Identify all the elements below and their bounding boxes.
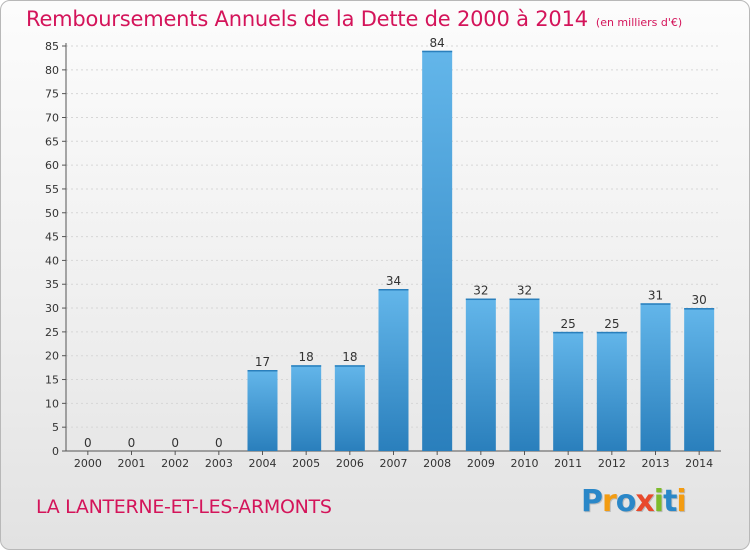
bar-top-edge <box>640 303 671 305</box>
x-tick-label: 2014 <box>685 457 713 470</box>
bar-top-edge <box>553 331 584 334</box>
logo-letter: P <box>581 484 603 519</box>
x-tick-label: 2012 <box>598 457 626 470</box>
data-label: 30 <box>692 293 707 307</box>
data-label: 0 <box>128 436 136 450</box>
data-label: 18 <box>299 350 314 364</box>
data-label: 25 <box>604 317 619 331</box>
data-label: 32 <box>517 284 532 298</box>
bar-top-edge <box>465 298 496 301</box>
data-label: 17 <box>255 355 270 369</box>
commune-name: LA LANTERNE-ET-LES-ARMONTS <box>36 496 332 518</box>
x-tick-label: 2006 <box>336 457 364 470</box>
bar <box>378 289 409 451</box>
x-tick-label: 2002 <box>161 457 189 470</box>
y-tick-label: 0 <box>52 445 59 458</box>
y-tick-label: 60 <box>45 159 59 172</box>
chart-title: Remboursements Annuels de la Dette de 20… <box>26 7 682 31</box>
bar <box>596 331 627 451</box>
logo-letter: t <box>663 484 677 519</box>
logo-letter: i <box>653 484 664 519</box>
bar <box>553 331 584 451</box>
x-tick-label: 2005 <box>292 457 320 470</box>
y-tick-label: 75 <box>45 88 59 101</box>
logo-letter: o <box>615 484 637 519</box>
bar-top-edge <box>291 365 322 367</box>
x-tick-label: 2010 <box>511 457 539 470</box>
data-label: 84 <box>430 36 445 50</box>
logo-letter: r <box>602 484 617 519</box>
x-tick-label: 2007 <box>380 457 408 470</box>
x-tick-label: 2009 <box>467 457 495 470</box>
logo-letter: i <box>676 484 686 519</box>
x-tick-label: 2004 <box>249 457 277 470</box>
y-tick-label: 45 <box>45 231 59 244</box>
y-tick-label: 80 <box>45 64 59 77</box>
y-tick-label: 20 <box>45 350 59 363</box>
data-label: 0 <box>84 436 92 450</box>
bar <box>684 308 715 451</box>
y-tick-label: 5 <box>52 421 59 434</box>
bar <box>334 365 365 451</box>
data-label: 31 <box>648 288 663 302</box>
y-tick-label: 85 <box>45 40 59 53</box>
bar-top-edge <box>334 365 365 367</box>
x-tick-label: 2000 <box>74 457 102 470</box>
bar-top-edge <box>509 298 540 301</box>
y-tick-label: 70 <box>45 111 59 124</box>
x-tick-label: 2011 <box>554 457 582 470</box>
data-label: 0 <box>215 436 223 450</box>
y-tick-label: 35 <box>45 278 59 291</box>
chart-unit: (en milliers d'€) <box>595 16 683 29</box>
x-tick-label: 2008 <box>423 457 451 470</box>
bar-top-edge <box>422 50 453 53</box>
y-tick-label: 55 <box>45 183 59 196</box>
bar <box>509 298 540 451</box>
proxiti-logo: Proxiti <box>581 484 687 519</box>
chart-title-text: Remboursements Annuels de la Dette de 20… <box>26 7 588 31</box>
bar-top-edge <box>247 370 278 372</box>
x-tick-label: 2001 <box>118 457 146 470</box>
y-tick-label: 10 <box>45 397 59 410</box>
data-label: 0 <box>171 436 179 450</box>
bar-top-edge <box>684 308 715 310</box>
bar-top-edge <box>596 331 627 334</box>
data-label: 34 <box>386 274 401 288</box>
data-label: 25 <box>561 317 576 331</box>
x-tick-label: 2013 <box>642 457 670 470</box>
data-label: 18 <box>342 350 357 364</box>
y-tick-label: 30 <box>45 302 59 315</box>
bar-top-edge <box>378 289 409 291</box>
bar <box>247 370 278 451</box>
bar <box>422 50 453 451</box>
x-tick-label: 2003 <box>205 457 233 470</box>
y-tick-label: 65 <box>45 135 59 148</box>
data-label: 32 <box>473 284 488 298</box>
bar <box>291 365 322 451</box>
y-tick-label: 50 <box>45 207 59 220</box>
logo-letter: x <box>635 484 654 519</box>
y-tick-label: 40 <box>45 254 59 267</box>
y-tick-label: 15 <box>45 374 59 387</box>
bar <box>640 303 671 451</box>
bar <box>465 298 496 451</box>
y-tick-label: 25 <box>45 326 59 339</box>
